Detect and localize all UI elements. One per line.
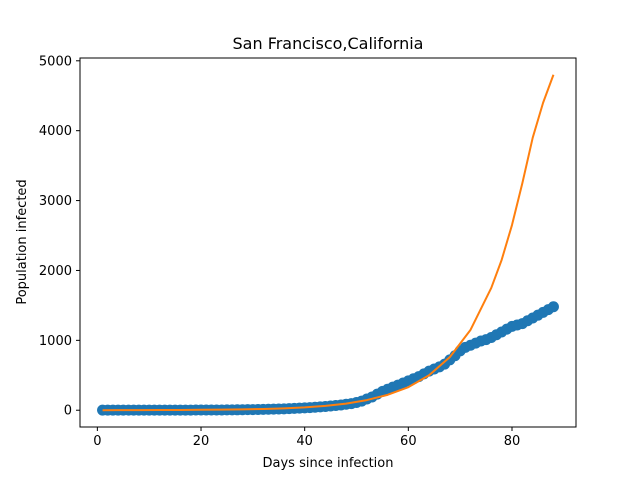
x-axis: 0 20 40 60 80 [93, 427, 520, 449]
y-tick-label: 3000 [39, 194, 72, 209]
x-tick-label: 40 [296, 434, 313, 449]
y-axis-label: Population infected [15, 179, 30, 304]
y-tick-label: 1000 [39, 334, 72, 349]
y-tick-label: 0 [64, 404, 72, 419]
plot-area [97, 74, 559, 416]
chart-title: San Francisco,California [233, 34, 424, 53]
y-tick-label: 5000 [39, 54, 72, 69]
x-tick-label: 60 [400, 434, 417, 449]
data-point [547, 301, 559, 313]
y-tick-label: 4000 [39, 124, 72, 139]
fit-line [102, 74, 555, 412]
x-axis-label: Days since infection [263, 456, 394, 471]
x-tick-label: 80 [504, 434, 521, 449]
observed-series [97, 301, 559, 416]
y-tick-label: 2000 [39, 264, 72, 279]
x-tick-label: 0 [93, 434, 101, 449]
axes-frame [79, 57, 577, 428]
x-tick-label: 20 [193, 434, 210, 449]
y-axis: 0 1000 2000 3000 4000 5000 [39, 54, 80, 419]
